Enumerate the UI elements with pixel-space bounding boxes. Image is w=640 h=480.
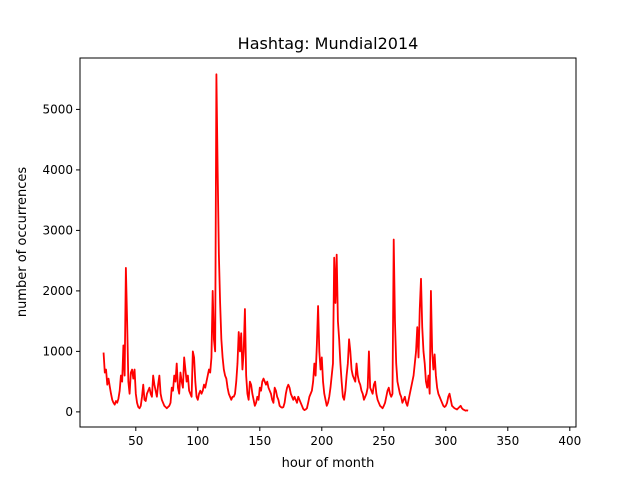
x-tick-label: 350 (496, 434, 519, 448)
series-group (102, 73, 469, 412)
y-tick-label: 2000 (42, 284, 73, 298)
x-tick-label: 400 (558, 434, 581, 448)
y-axis-label: number of occurrences (15, 167, 30, 318)
y-tick-label: 3000 (42, 223, 73, 237)
y-tick-label: 0 (65, 405, 73, 419)
y-tick-label: 1000 (42, 344, 73, 358)
plot-area (79, 57, 577, 428)
axes-frame (79, 57, 577, 428)
x-tick-label: 250 (372, 434, 395, 448)
x-axis-label: hour of month (282, 456, 375, 471)
y-tick-label: 5000 (42, 102, 73, 116)
y-axis: 0 1000 2000 3000 4000 5000 (42, 102, 80, 419)
x-tick-label: 200 (310, 434, 333, 448)
x-axis: 50 100 150 200 250 300 350 400 (128, 427, 581, 448)
chart-title: Hashtag: Mundial2014 (238, 34, 419, 53)
y-tick-label: 4000 (42, 163, 73, 177)
x-tick-label: 150 (248, 434, 271, 448)
x-tick-label: 100 (186, 434, 209, 448)
series-line (102, 73, 469, 412)
x-tick-label: 50 (128, 434, 143, 448)
x-tick-label: 300 (434, 434, 457, 448)
